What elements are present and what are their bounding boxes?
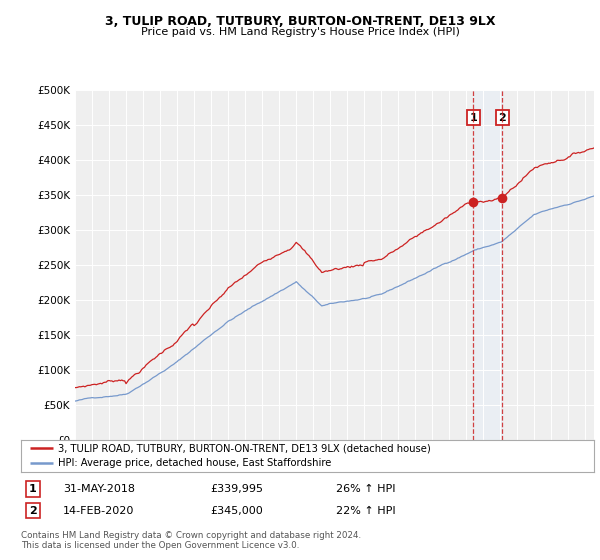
- Text: 3, TULIP ROAD, TUTBURY, BURTON-ON-TRENT, DE13 9LX: 3, TULIP ROAD, TUTBURY, BURTON-ON-TRENT,…: [105, 15, 495, 28]
- Text: 3, TULIP ROAD, TUTBURY, BURTON-ON-TRENT, DE13 9LX (detached house): 3, TULIP ROAD, TUTBURY, BURTON-ON-TRENT,…: [58, 443, 431, 453]
- Text: 31-MAY-2018: 31-MAY-2018: [63, 484, 135, 494]
- Text: 26% ↑ HPI: 26% ↑ HPI: [336, 484, 395, 494]
- Bar: [473, 90, 502, 440]
- Text: 1: 1: [470, 113, 478, 123]
- Text: £339,995: £339,995: [210, 484, 263, 494]
- Text: 2: 2: [499, 113, 506, 123]
- Text: Price paid vs. HM Land Registry's House Price Index (HPI): Price paid vs. HM Land Registry's House …: [140, 27, 460, 38]
- Text: HPI: Average price, detached house, East Staffordshire: HPI: Average price, detached house, East…: [58, 458, 332, 468]
- Text: 22% ↑ HPI: 22% ↑ HPI: [336, 506, 395, 516]
- Text: 2: 2: [29, 506, 37, 516]
- Text: Contains HM Land Registry data © Crown copyright and database right 2024.
This d: Contains HM Land Registry data © Crown c…: [21, 531, 361, 550]
- Text: £345,000: £345,000: [210, 506, 263, 516]
- Text: 14-FEB-2020: 14-FEB-2020: [63, 506, 134, 516]
- Text: 1: 1: [29, 484, 37, 494]
